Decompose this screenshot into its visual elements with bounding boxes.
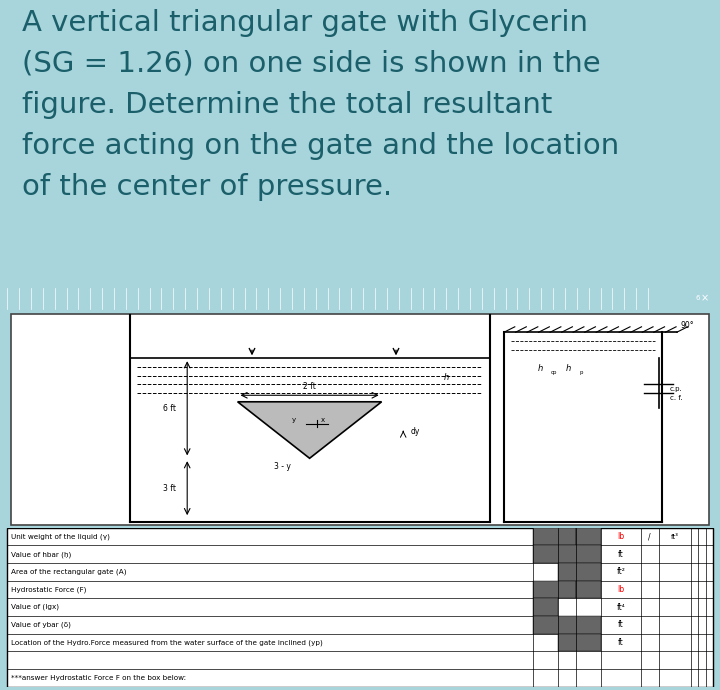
Text: h: h: [537, 364, 543, 373]
Polygon shape: [238, 402, 382, 458]
Text: Location of the Hydro.Force measured from the water surface of the gate inclined: Location of the Hydro.Force measured fro…: [11, 639, 323, 646]
Text: ×: ×: [701, 293, 709, 304]
Text: 90°: 90°: [680, 321, 694, 330]
Text: 3 - y: 3 - y: [274, 462, 290, 471]
Text: dy: dy: [410, 426, 420, 435]
Bar: [558, 563, 601, 581]
Bar: [576, 528, 601, 546]
Text: c.p.: c.p.: [670, 386, 683, 392]
Text: Unit weight of the liquid (γ): Unit weight of the liquid (γ): [11, 533, 109, 540]
Text: Value of ybar (ẟ): Value of ybar (ẟ): [11, 622, 71, 628]
Text: x: x: [320, 417, 325, 424]
Bar: [533, 616, 601, 633]
Text: h: h: [566, 364, 572, 373]
Text: 6 ft: 6 ft: [163, 404, 176, 413]
Text: h: h: [444, 373, 449, 382]
Text: ft: ft: [618, 638, 624, 647]
Text: Area of the rectangular gate (A): Area of the rectangular gate (A): [11, 569, 126, 575]
Text: cp: cp: [551, 370, 557, 375]
Text: 6: 6: [696, 295, 700, 302]
Text: c. f.: c. f.: [670, 395, 683, 401]
Text: Hydrostatic Force (F): Hydrostatic Force (F): [11, 586, 86, 593]
Text: 3 ft: 3 ft: [163, 484, 176, 493]
Text: A vertical triangular gate with Glycerin
(SG = 1.26) on one side is shown in the: A vertical triangular gate with Glycerin…: [22, 8, 619, 201]
Text: /: /: [649, 532, 651, 541]
Text: ft³: ft³: [671, 533, 679, 540]
Text: ft: ft: [618, 550, 624, 559]
Text: 2 ft: 2 ft: [303, 382, 316, 391]
Text: lb: lb: [618, 585, 624, 594]
Text: p: p: [580, 370, 583, 375]
Text: ***answer Hydrostatic Force F on the box below:: ***answer Hydrostatic Force F on the box…: [11, 675, 186, 681]
Bar: [533, 528, 576, 546]
Bar: [533, 581, 576, 598]
Bar: [576, 581, 601, 598]
Text: Value of (Igx): Value of (Igx): [11, 604, 59, 611]
Text: ft: ft: [618, 620, 624, 629]
Text: lb: lb: [618, 532, 624, 541]
Bar: [533, 546, 601, 563]
Text: ft⁴: ft⁴: [616, 602, 626, 612]
Text: y: y: [292, 417, 296, 424]
Bar: [558, 633, 601, 651]
Text: Value of hbar (ḥ): Value of hbar (ḥ): [11, 551, 71, 558]
Text: ft²: ft²: [616, 567, 626, 576]
Bar: [533, 598, 558, 616]
